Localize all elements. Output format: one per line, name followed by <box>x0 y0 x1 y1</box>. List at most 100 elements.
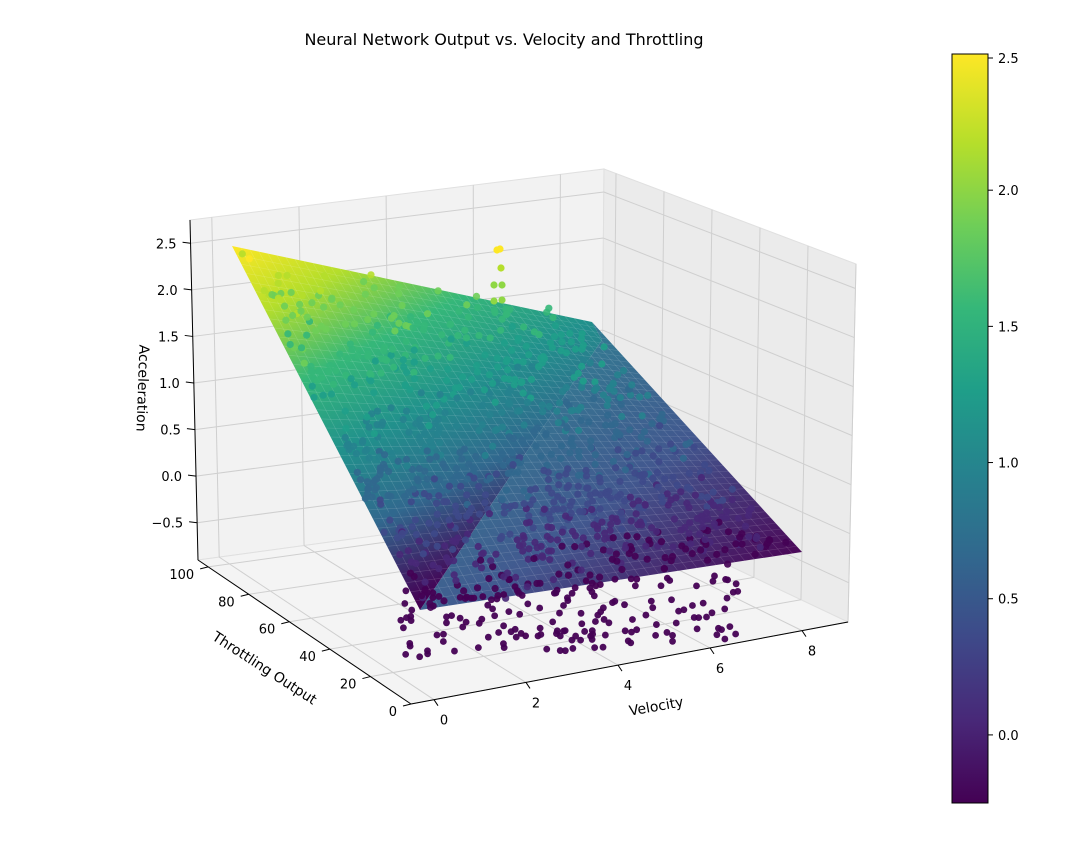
scatter-point <box>741 522 750 530</box>
scatter-point <box>370 310 378 318</box>
scatter-point <box>677 488 685 496</box>
scatter-point <box>703 493 712 501</box>
scatter-point <box>429 561 437 569</box>
scatter-point <box>631 552 639 560</box>
scatter-point <box>498 315 506 323</box>
scatter-point <box>477 556 485 564</box>
z-tick-label: 2.0 <box>157 284 178 299</box>
scatter-point <box>732 540 740 548</box>
x-tick-label: 4 <box>624 679 632 694</box>
scatter-point <box>320 303 328 311</box>
scatter-point <box>589 630 597 638</box>
scatter-point <box>598 518 606 526</box>
scatter-point <box>433 542 441 550</box>
scatter-point <box>498 450 506 458</box>
scatter-point <box>366 370 374 378</box>
scatter-point <box>634 497 642 505</box>
scatter-point <box>509 434 518 442</box>
scatter-point <box>415 537 423 545</box>
scatter-point <box>567 338 575 346</box>
scatter-point <box>429 602 437 610</box>
scatter-point <box>599 643 607 651</box>
scatter-point <box>368 493 376 501</box>
scatter-point <box>675 607 682 615</box>
scatter-point <box>475 482 483 491</box>
scatter-point <box>470 594 478 602</box>
scatter-point <box>344 354 352 363</box>
scatter-point <box>375 447 383 456</box>
x-tick-mark <box>709 647 715 655</box>
scatter-point <box>489 563 497 571</box>
scatter-point <box>617 400 625 409</box>
scatter-point <box>666 577 674 584</box>
scatter-point <box>441 464 449 472</box>
z-tick-label: 1.0 <box>159 377 180 392</box>
colorbar-tick-label: 2.5 <box>998 52 1019 67</box>
scatter-point <box>394 457 402 465</box>
scatter-point <box>550 498 558 506</box>
scatter-point <box>514 336 522 345</box>
scatter-point <box>456 448 464 457</box>
scatter-point <box>470 465 478 473</box>
scatter-point <box>341 407 349 415</box>
scatter-point <box>368 328 377 336</box>
scatter-point <box>465 460 473 468</box>
scatter-point <box>524 555 532 563</box>
scatter-point <box>373 407 382 415</box>
scatter-point <box>448 612 455 620</box>
scatter-point <box>553 407 561 415</box>
x-axis-line <box>410 621 849 705</box>
scatter-point <box>537 631 545 638</box>
scatter-point <box>412 559 420 568</box>
scatter-point <box>472 292 481 300</box>
scatter-point <box>530 554 538 563</box>
scatter-point <box>561 647 569 655</box>
scatter-point <box>466 388 475 396</box>
scatter-point <box>635 503 643 512</box>
scatter-point <box>511 501 519 510</box>
x-tick-mark <box>525 682 531 689</box>
scatter-point <box>429 594 437 602</box>
scatter-point <box>388 449 396 458</box>
scatter-point <box>529 496 537 504</box>
scatter-point <box>564 597 572 604</box>
scatter-point <box>631 582 639 590</box>
scatter-point <box>329 380 338 388</box>
scatter-point <box>402 587 410 595</box>
scatter-point <box>486 474 494 482</box>
scatter-point <box>498 296 506 304</box>
scatter-point <box>602 421 610 429</box>
scatter-point <box>621 627 629 635</box>
scatter-point <box>484 633 492 641</box>
scatter-point <box>422 402 431 410</box>
scatter-point <box>433 510 441 518</box>
scatter-point <box>577 566 585 574</box>
scatter-point <box>287 288 295 297</box>
scatter-point <box>648 524 656 532</box>
scatter-point <box>308 299 316 307</box>
scatter-point <box>564 481 573 490</box>
scatter-point <box>669 637 676 645</box>
y-tick-mark <box>402 703 412 707</box>
scatter-point <box>703 502 711 511</box>
scatter-point <box>618 565 626 574</box>
scatter-point <box>729 588 737 596</box>
scatter-point <box>614 446 622 454</box>
scatter-point <box>448 477 456 485</box>
scatter-point <box>524 600 532 608</box>
scatter-point <box>681 523 689 532</box>
scatter-point <box>509 461 517 469</box>
scatter-point <box>697 492 706 501</box>
scatter-point <box>670 515 679 523</box>
scatter-point <box>632 510 640 518</box>
scatter-point <box>505 608 513 615</box>
scatter-point <box>592 618 599 625</box>
scatter-point <box>642 611 650 619</box>
scatter-point <box>452 472 460 480</box>
scatter-point <box>688 550 696 558</box>
scatter-point <box>568 498 576 506</box>
scatter-point <box>578 620 586 628</box>
z-tick-label: 2.5 <box>156 237 177 252</box>
scatter-point <box>691 491 700 499</box>
